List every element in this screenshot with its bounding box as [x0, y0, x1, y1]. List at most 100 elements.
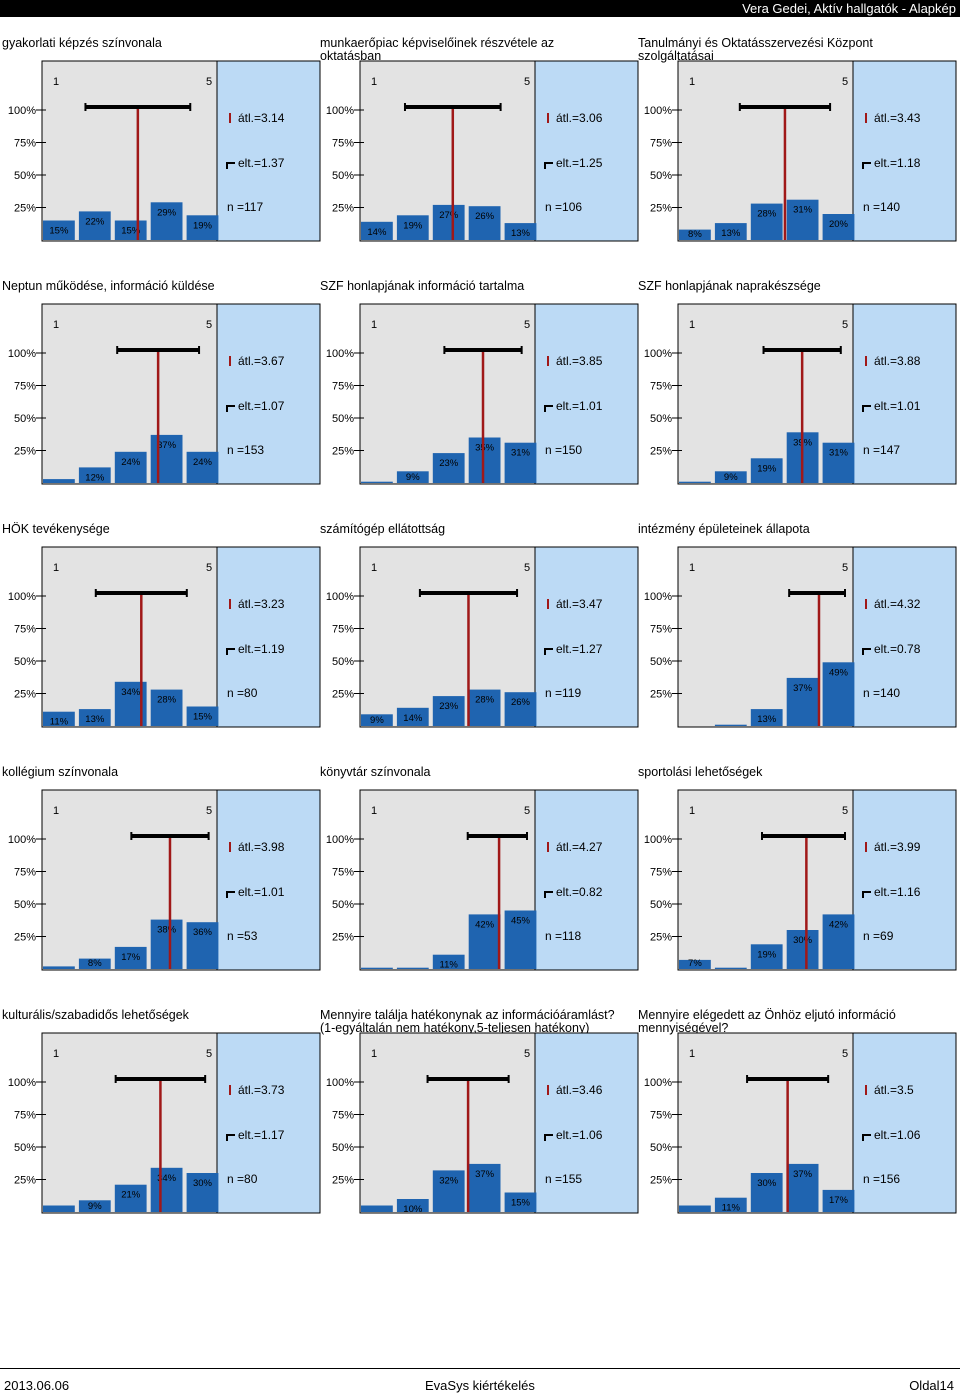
y-tick-label: 25%: [650, 446, 672, 458]
scale-min-label: 1: [689, 1048, 695, 1060]
scale-max-label: 5: [206, 1048, 212, 1060]
mean-value: átl.=3.14: [238, 111, 285, 125]
y-tick-label: 75%: [14, 381, 36, 393]
y-tick-label: 75%: [650, 624, 672, 636]
y-tick-label: 75%: [14, 138, 36, 150]
mean-value: átl.=3.98: [238, 840, 285, 854]
y-tick-label: 25%: [14, 932, 36, 944]
sd-legend-icon: [862, 405, 871, 412]
bar-2: [78, 709, 111, 726]
bar-5: [504, 910, 537, 969]
chart-stats-area: [852, 1032, 957, 1214]
bar-3: [432, 204, 465, 240]
bar-4: [150, 689, 183, 726]
footer-app-name: EvaSys kiértékelés: [425, 1378, 535, 1393]
y-tick-label: 75%: [332, 624, 354, 636]
chart-title: munkaerőpiac képviselőinek részvétele az: [320, 36, 554, 50]
sd-legend-icon: [862, 648, 871, 655]
bar-4: [150, 434, 183, 483]
bar-2: [396, 707, 429, 726]
bar-1: [43, 1205, 75, 1212]
chart-stats-area: [216, 303, 321, 485]
chart-title: Mennyire elégedett az Önhöz eljutó infor…: [638, 1008, 896, 1022]
y-tick-label: 100%: [8, 834, 36, 846]
bar-value-label: 13%: [757, 714, 777, 725]
bar-value-label: 23%: [439, 701, 459, 712]
mean-value: átl.=3.5: [874, 1083, 914, 1097]
y-tick-label: 50%: [14, 656, 36, 668]
mean-value: átl.=4.32: [874, 597, 921, 611]
scale-min-label: 1: [689, 76, 695, 88]
n-value: n =117: [227, 200, 263, 214]
bar-value-label: 37%: [475, 1169, 495, 1180]
bar-3: [114, 1184, 147, 1212]
sd-value: elt.=1.01: [238, 885, 285, 899]
bar-4: [786, 1163, 819, 1212]
bar-5: [822, 214, 855, 240]
sd-value: elt.=1.18: [874, 156, 921, 170]
bar-value-label: 30%: [757, 1178, 777, 1189]
footer-divider: [0, 1368, 960, 1369]
sd-value: elt.=1.06: [556, 1128, 603, 1142]
bar-value-label: 11%: [50, 717, 69, 728]
bar-value-label: 28%: [157, 695, 177, 706]
chart-title: HÖK tevékenysége: [2, 522, 110, 536]
bar-5: [504, 223, 537, 240]
y-tick-label: 75%: [650, 867, 672, 879]
sd-legend-icon: [862, 1134, 871, 1141]
bar-value-label: 42%: [475, 919, 495, 930]
sd-value: elt.=1.16: [874, 885, 921, 899]
bar-value-label: 21%: [121, 1190, 141, 1201]
sd-value: elt.=0.82: [556, 885, 603, 899]
bar-value-label: 15%: [49, 226, 69, 237]
bar-5: [186, 922, 219, 969]
mean-value: átl.=3.46: [556, 1083, 603, 1097]
bar-5: [504, 692, 537, 726]
bar-value-label: 27%: [439, 210, 459, 221]
chart-stats-area: [534, 789, 639, 971]
bar-value-label: 13%: [85, 714, 105, 725]
bar-5: [822, 442, 855, 483]
n-value: n =140: [863, 686, 900, 700]
y-tick-label: 25%: [650, 689, 672, 701]
y-tick-label: 100%: [8, 105, 36, 117]
y-tick-label: 50%: [14, 899, 36, 911]
bar-value-label: 28%: [757, 209, 777, 220]
bar-3: [432, 696, 465, 726]
y-tick-label: 25%: [650, 932, 672, 944]
chart-plot-area: [41, 60, 218, 242]
chart-title: sportolási lehetőségek: [638, 765, 763, 779]
bar-2: [714, 471, 747, 483]
y-tick-label: 75%: [332, 381, 354, 393]
scale-max-label: 5: [842, 805, 848, 817]
bar-4: [786, 677, 819, 726]
n-value: n =155: [545, 1172, 582, 1186]
y-tick-label: 75%: [332, 867, 354, 879]
scale-min-label: 1: [689, 319, 695, 331]
scale-min-label: 1: [371, 562, 377, 574]
bar-5: [822, 1189, 855, 1212]
bar-value-label: 9%: [88, 1201, 102, 1212]
bar-4: [468, 689, 501, 726]
bar-1: [361, 1205, 393, 1212]
n-value: n =80: [227, 1172, 258, 1186]
bar-4: [150, 1167, 183, 1212]
sd-legend-icon: [226, 1134, 235, 1141]
scale-max-label: 5: [206, 319, 212, 331]
y-tick-label: 25%: [14, 446, 36, 458]
scale-max-label: 5: [524, 805, 530, 817]
chart-title: (1-egyáltalán nem hatékony,5-teljesen ha…: [320, 1021, 589, 1035]
bar-1: [679, 959, 711, 969]
sd-legend-icon: [862, 162, 871, 169]
bar-value-label: 14%: [367, 227, 387, 238]
chart-stats-area: [852, 303, 957, 485]
y-tick-label: 100%: [644, 834, 672, 846]
scale-min-label: 1: [53, 562, 59, 574]
bar-2: [396, 471, 429, 483]
mean-value: átl.=3.47: [556, 597, 603, 611]
chart-title: oktatásban: [320, 49, 381, 63]
scale-min-label: 1: [371, 805, 377, 817]
chart-title: kulturális/szabadidős lehetőségek: [2, 1008, 190, 1022]
bar-5: [504, 442, 537, 483]
